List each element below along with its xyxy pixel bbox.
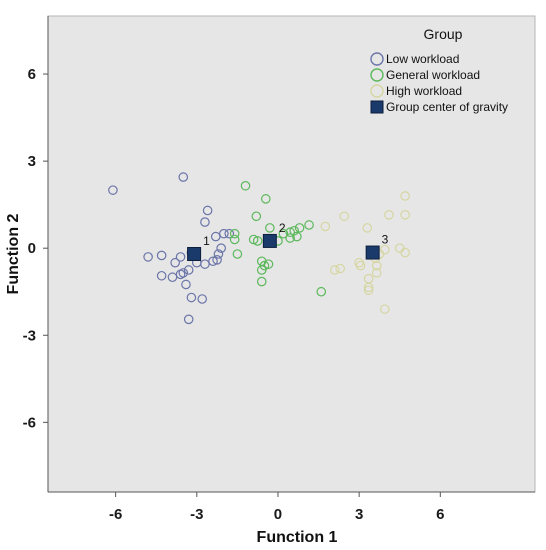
legend-label-general-workload: General workload [386, 68, 480, 82]
y-tick-label: 3 [28, 153, 36, 170]
group-centroid-label: 2 [279, 221, 286, 235]
high-workload-point [363, 285, 374, 296]
general-workload-point [251, 211, 262, 222]
general-workload-point [232, 249, 243, 259]
high-workload-point [371, 260, 382, 271]
group-centroid-label: 1 [203, 234, 210, 248]
high-workload-point [380, 304, 390, 314]
low-workload-point [200, 259, 210, 269]
low-workload-point [175, 252, 186, 262]
general-workload-point [256, 276, 267, 287]
high-workload-point [320, 221, 331, 232]
x-axis: -6 -3 0 3 6 [48, 491, 535, 523]
plot-background [47, 15, 536, 493]
high-workload-point [384, 210, 394, 220]
low-workload-point [108, 185, 118, 195]
low-workload-point [178, 172, 189, 182]
x-tick-label: -6 [109, 506, 122, 523]
low-workload-point [156, 250, 167, 261]
legend-label-group-center-of-gravity: Group center of gravity [386, 100, 508, 114]
low-workload-point [183, 265, 194, 275]
general-workload-point [304, 220, 314, 230]
legend-label-low-workload: Low workload [386, 52, 459, 66]
general-workload-point [260, 194, 271, 204]
high-workload-point [339, 211, 350, 222]
y-axis-title: Function 2 [5, 213, 22, 294]
general-workload-point [263, 259, 274, 269]
legend-label-high-workload: High workload [386, 84, 462, 98]
general-workload-point [248, 234, 259, 245]
general-workload-point [256, 265, 267, 275]
legend-marker-general-workload [370, 68, 384, 82]
low-workload-point [183, 314, 194, 325]
legend-title: Group [424, 26, 463, 42]
group-centroid-label: 3 [382, 233, 389, 247]
low-workload-point [200, 217, 210, 227]
general-workload-point [292, 231, 302, 242]
x-tick-label: 6 [436, 506, 444, 523]
low-workload-point [186, 292, 197, 303]
low-workload-point [167, 272, 178, 283]
low-workload-point [197, 294, 208, 304]
low-workload-point [212, 255, 222, 265]
centroid-layer: 1 2 3 [187, 221, 389, 261]
legend-marker-high-workload [370, 84, 384, 98]
general-workload-point [229, 234, 240, 245]
high-workload-point [362, 223, 373, 233]
low-workload-point [219, 228, 229, 239]
legend: Group Low workload General workload High w… [370, 26, 508, 114]
general-workload-point [229, 228, 240, 239]
x-axis-title: Function 1 [257, 529, 338, 546]
x-tick-label: 3 [355, 506, 363, 523]
low-workload-point [170, 257, 180, 268]
low-workload-point [175, 269, 186, 280]
x-tick-label: -3 [190, 506, 203, 523]
general-workload-point [265, 223, 275, 233]
general-workload-point [294, 223, 305, 233]
high-workload-point [400, 191, 410, 201]
high-workload-point [355, 260, 366, 271]
low-workload-point [213, 249, 224, 259]
general-workload-point [252, 236, 263, 246]
general-workload-point [240, 180, 251, 191]
low-workload-point [181, 279, 191, 290]
general-workload-point [316, 286, 327, 297]
legend-marker-group-center-of-gravity [370, 100, 384, 114]
low-workload-point [156, 270, 167, 281]
low-workload-point [210, 231, 221, 242]
general-workload-point [285, 227, 295, 238]
high-workload-point [363, 282, 374, 293]
group-centroid-marker [262, 233, 277, 248]
y-tick-label: -6 [23, 414, 36, 431]
high-workload-point [400, 210, 410, 220]
low-workload-point [202, 205, 213, 216]
y-tick-label: 0 [28, 240, 36, 257]
low-workload-point [143, 252, 153, 262]
group-centroid-marker [187, 247, 202, 261]
low-workload-point [224, 228, 235, 239]
high-workload-point [329, 265, 340, 275]
y-tick-label: 6 [28, 66, 36, 83]
high-workload-point [400, 247, 410, 258]
high-workload-point [380, 244, 390, 255]
legend-entries: Low workload General workload High workloa… [370, 52, 508, 114]
x-tick-label: 0 [274, 506, 282, 523]
y-tick-label: -3 [23, 327, 36, 344]
low-workload-point [216, 243, 226, 253]
legend-marker-low-workload [370, 52, 384, 66]
group-centroid-marker [365, 245, 380, 260]
general-workload-point [289, 225, 300, 236]
general-workload-point [278, 228, 289, 239]
low-workload-point [208, 256, 218, 267]
general-workload-point [285, 233, 295, 243]
y-axis: 6 3 0 -3 -6 [23, 16, 49, 492]
high-workload-point [371, 268, 382, 278]
high-workload-point [335, 263, 345, 274]
